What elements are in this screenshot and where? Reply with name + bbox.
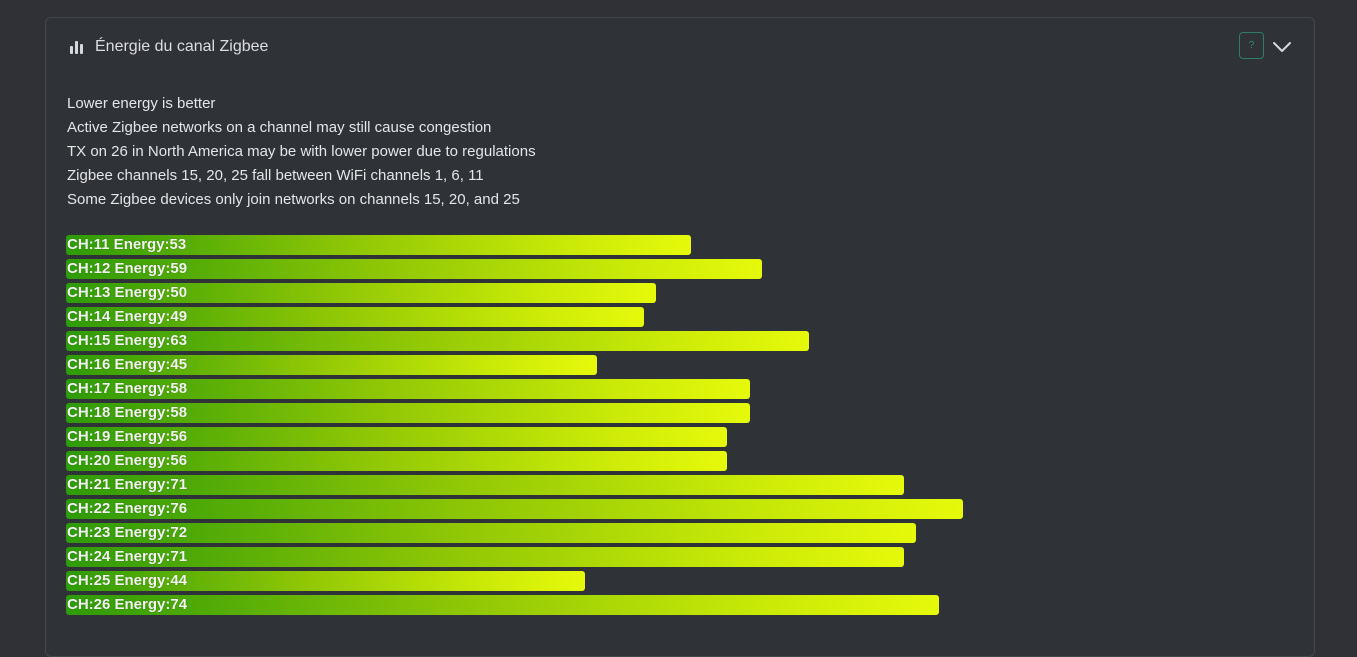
channel-bar-row: CH:22 Energy:76 <box>66 498 1246 522</box>
channel-energy-bar <box>66 451 727 471</box>
channel-energy-bar <box>66 571 585 591</box>
chevron-down-icon[interactable] <box>1271 36 1293 58</box>
channel-energy-label: CH:18 Energy:58 <box>67 404 188 421</box>
channel-energy-bar <box>66 235 691 255</box>
channel-energy-bar <box>66 475 904 495</box>
channel-bar-row: CH:20 Energy:56 <box>66 450 1246 474</box>
channel-energy-label: CH:23 Energy:72 <box>67 524 188 541</box>
channel-bar-row: CH:15 Energy:63 <box>66 330 1246 354</box>
zigbee-energy-card: Énergie du canal Zigbee ? Lower energy i… <box>45 17 1315 657</box>
channel-bar-row: CH:23 Energy:72 <box>66 522 1246 546</box>
channel-energy-bar <box>66 379 750 399</box>
channel-bar-row: CH:14 Energy:49 <box>66 306 1246 330</box>
channel-energy-bar <box>66 355 597 375</box>
note-line: TX on 26 in North America may be with lo… <box>67 143 536 160</box>
card-header[interactable]: Énergie du canal Zigbee ? <box>46 18 1314 76</box>
channel-bar-row: CH:25 Energy:44 <box>66 570 1246 594</box>
channel-bar-row: CH:12 Energy:59 <box>66 258 1246 282</box>
note-line: Lower energy is better <box>67 95 216 112</box>
channel-bar-row: CH:17 Energy:58 <box>66 378 1246 402</box>
note-line: Some Zigbee devices only join networks o… <box>67 191 520 208</box>
bar-chart-icon <box>70 41 83 54</box>
channel-energy-label: CH:25 Energy:44 <box>67 572 188 589</box>
channel-energy-label: CH:20 Energy:56 <box>67 452 188 469</box>
channel-bar-row: CH:18 Energy:58 <box>66 402 1246 426</box>
channel-energy-label: CH:17 Energy:58 <box>67 380 188 397</box>
channel-energy-label: CH:12 Energy:59 <box>67 260 188 277</box>
channel-energy-label: CH:16 Energy:45 <box>67 356 188 373</box>
note-line: Zigbee channels 15, 20, 25 fall between … <box>67 167 484 184</box>
channel-energy-label: CH:24 Energy:71 <box>67 548 188 565</box>
card-title: Énergie du canal Zigbee <box>95 38 269 55</box>
channel-energy-bar <box>66 499 963 519</box>
channel-energy-bar <box>66 427 727 447</box>
channel-energy-label: CH:11 Energy:53 <box>67 236 187 253</box>
channel-energy-label: CH:19 Energy:56 <box>67 428 188 445</box>
note-line: Active Zigbee networks on a channel may … <box>67 119 492 136</box>
channel-energy-label: CH:15 Energy:63 <box>67 332 188 349</box>
channel-bar-row: CH:26 Energy:74 <box>66 594 1246 618</box>
channel-bar-row: CH:16 Energy:45 <box>66 354 1246 378</box>
channel-energy-bar <box>66 331 809 351</box>
channel-bar-row: CH:24 Energy:71 <box>66 546 1246 570</box>
channel-energy-bar <box>66 547 904 567</box>
channel-bar-row: CH:11 Energy:53 <box>66 234 1246 258</box>
channel-bar-row: CH:19 Energy:56 <box>66 426 1246 450</box>
channel-energy-bar <box>66 523 916 543</box>
help-button[interactable]: ? <box>1239 32 1264 59</box>
channel-energy-label: CH:21 Energy:71 <box>67 476 188 493</box>
channel-bar-row: CH:13 Energy:50 <box>66 282 1246 306</box>
channel-energy-chart: CH:11 Energy:53 CH:12 Energy:59 CH:13 Ener… <box>66 234 1246 618</box>
channel-energy-bar <box>66 403 750 423</box>
channel-energy-label: CH:14 Energy:49 <box>67 308 188 325</box>
channel-energy-bar <box>66 595 939 615</box>
channel-energy-label: CH:22 Energy:76 <box>67 500 188 517</box>
channel-energy-bar <box>66 259 762 279</box>
channel-bar-row: CH:21 Energy:71 <box>66 474 1246 498</box>
channel-energy-bar <box>66 307 644 327</box>
channel-energy-label: CH:26 Energy:74 <box>67 596 188 613</box>
notes-list: Lower energy is better Active Zigbee net… <box>67 92 536 212</box>
channel-energy-label: CH:13 Energy:50 <box>67 284 188 301</box>
channel-energy-bar <box>66 283 656 303</box>
